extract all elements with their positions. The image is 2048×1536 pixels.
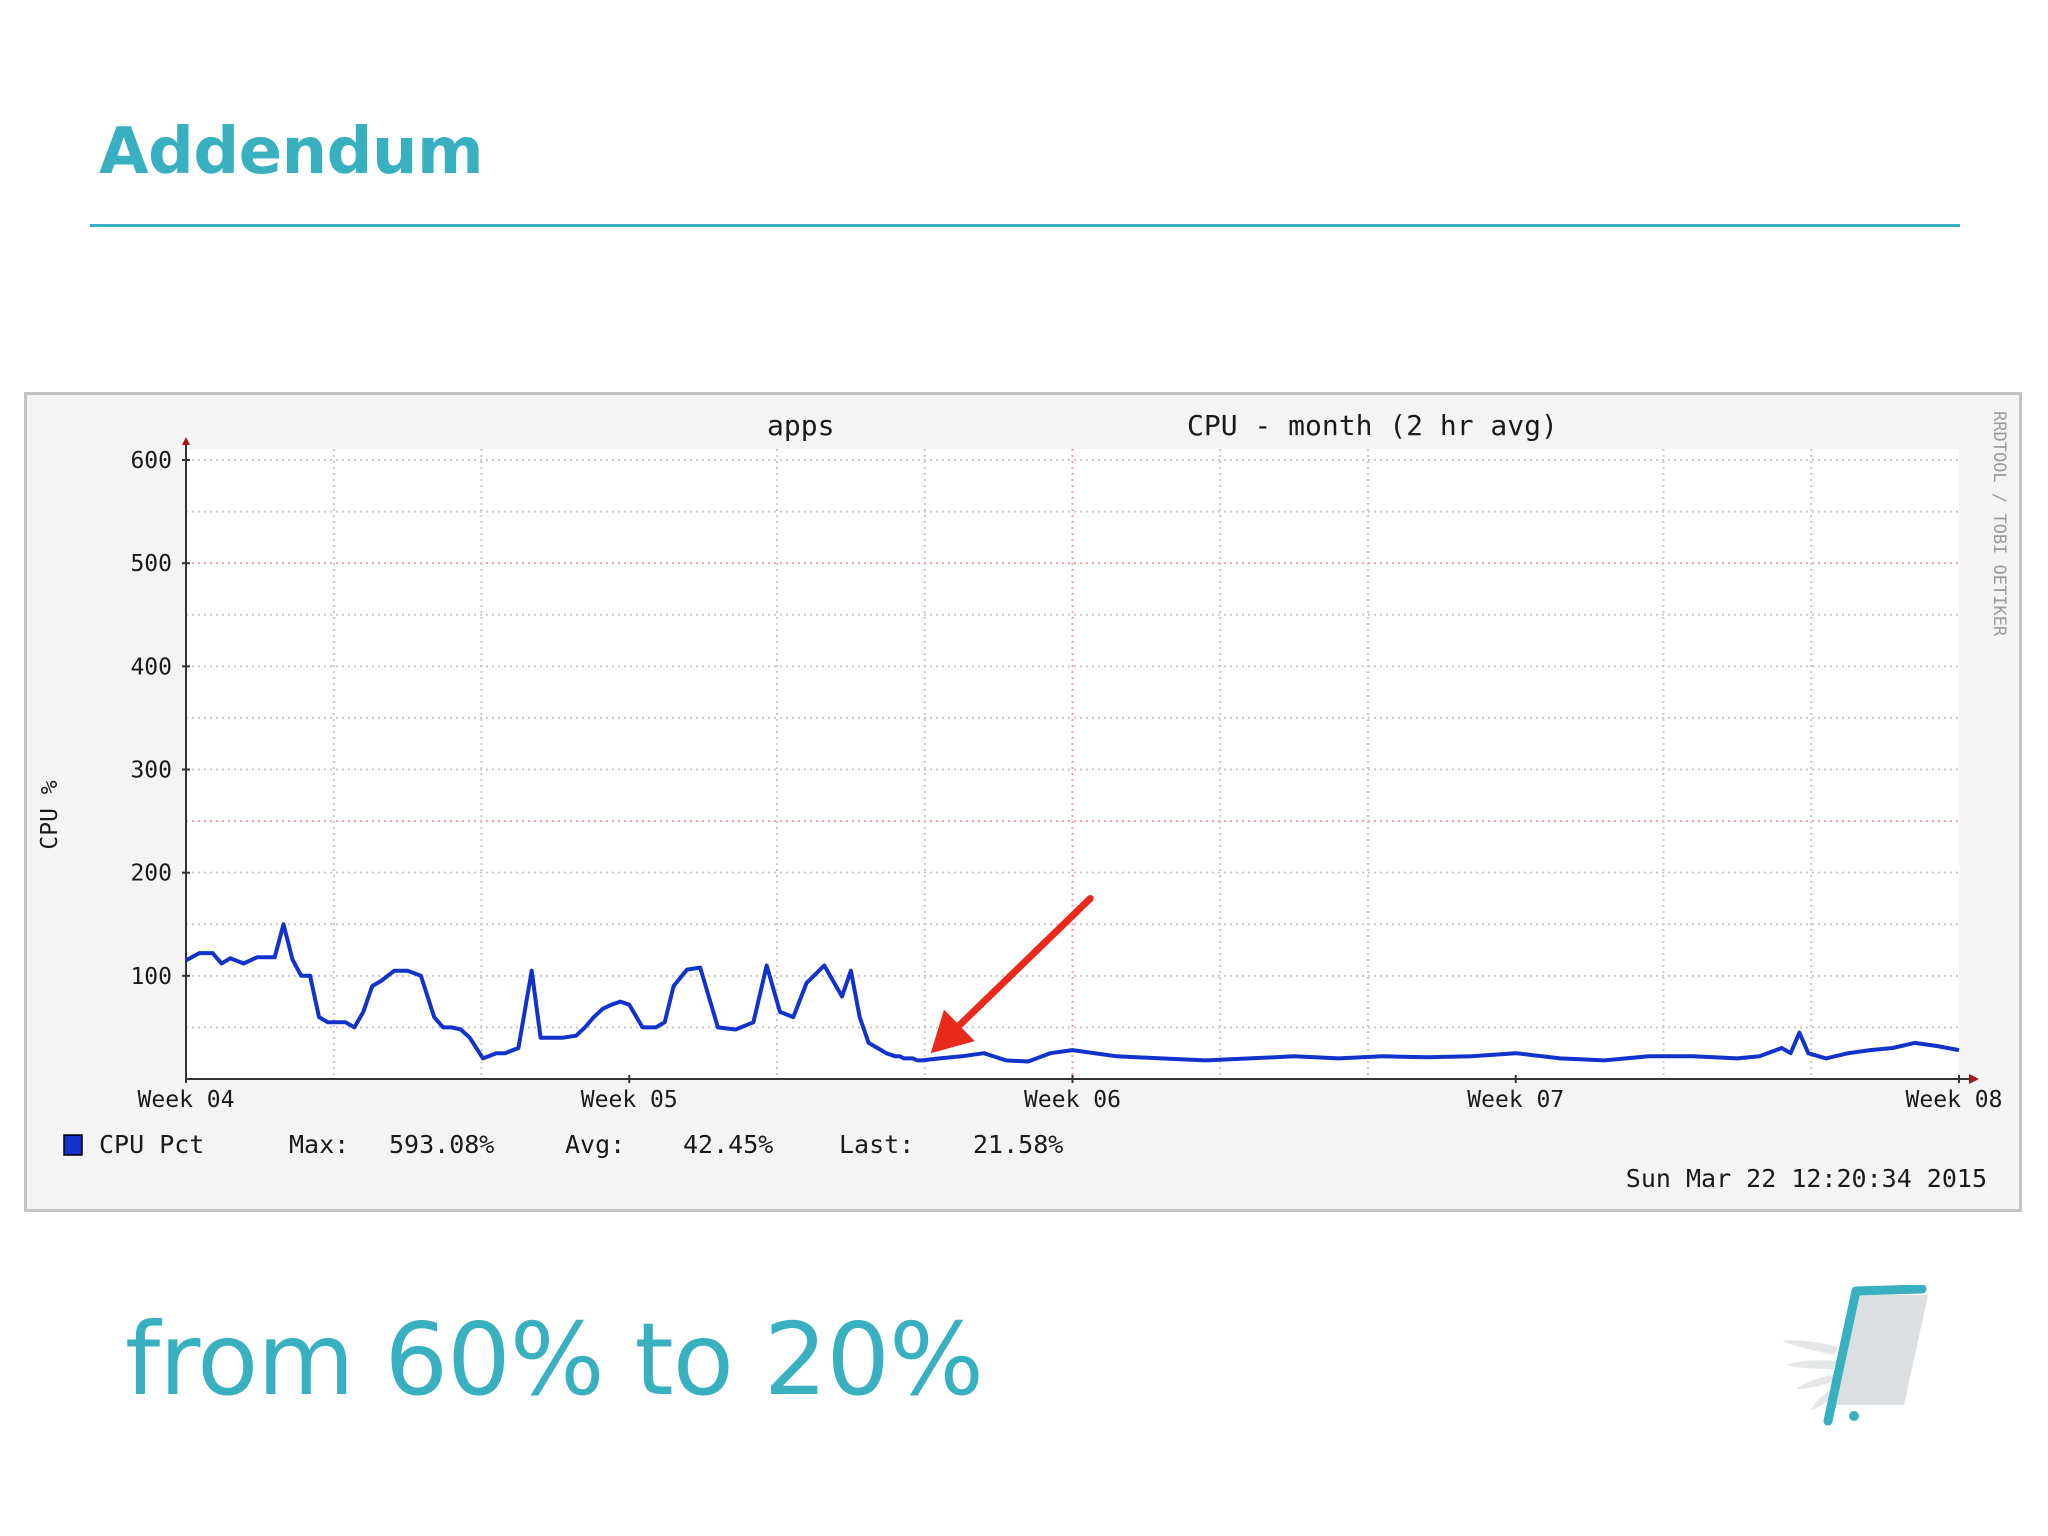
y-tick-label: 400 <box>130 654 172 680</box>
annotation-arrow-shaft <box>955 894 1094 1029</box>
rrdtool-credit: RRDTOOL / TOBI OETIKER <box>1989 411 2009 637</box>
graph-timestamp: Sun Mar 22 12:20:34 2015 <box>1626 1164 1987 1193</box>
legend-swatch <box>63 1134 83 1156</box>
annotation-layer <box>930 894 1094 1054</box>
y-tick-label: 200 <box>130 861 172 887</box>
x-tick-label: Week 05 <box>581 1087 678 1113</box>
y-tick-label: 100 <box>130 964 172 990</box>
series-layer <box>185 922 1960 1064</box>
cpu-usage-chart: 100 200 300 400 500 600 Week 04 Week 05 Week 06 W… <box>37 409 2009 1193</box>
y-tick-label: 600 <box>130 448 172 474</box>
y-axis-arrowhead <box>182 437 190 445</box>
series-line-cpu-pct <box>185 922 1960 1064</box>
legend-max-label: Max: <box>289 1130 349 1159</box>
rrd-graph-panel: 100 200 300 400 500 600 Week 04 Week 05 Week 06 W… <box>24 392 2022 1212</box>
title-divider <box>90 224 1960 227</box>
y-tick-label: 300 <box>130 758 172 784</box>
x-tick-label: Week 07 <box>1467 1087 1564 1113</box>
plot-area <box>186 449 1959 1079</box>
logo-wing <box>1782 1340 1838 1411</box>
x-tick-label: Week 08 <box>1906 1087 2003 1113</box>
legend-last-label: Last: <box>839 1130 914 1159</box>
x-tick-label: Week 04 <box>138 1087 235 1113</box>
legend-avg-value: 42.45% <box>683 1130 773 1159</box>
x-tick-label: Week 06 <box>1024 1087 1121 1113</box>
legend-avg-label: Avg: <box>565 1130 625 1159</box>
slide-subtitle: from 60% to 20% <box>125 1301 984 1418</box>
chart-title-host: apps <box>767 409 834 442</box>
legend-last-value: 21.58% <box>973 1130 1063 1159</box>
logo-phone-dot <box>1849 1411 1859 1421</box>
annotation-arrow-head <box>930 1009 975 1054</box>
legend-series-label: CPU Pct <box>99 1130 204 1159</box>
chart-title-metric: CPU - month (2 hr avg) <box>1187 409 1558 442</box>
y-axis-label: CPU % <box>37 780 63 849</box>
y-tick-label: 500 <box>130 551 172 577</box>
legend-max-value: 593.08% <box>389 1130 494 1159</box>
x-axis-arrowhead <box>1969 1074 1979 1084</box>
slide-title: Addendum <box>99 115 484 189</box>
axes: 100 200 300 400 500 600 Week 04 Week 05 Week 06 W… <box>130 437 2002 1113</box>
grid <box>186 449 1959 1079</box>
logo-phone-body <box>1836 1295 1928 1405</box>
logo-phone-outline <box>1823 1285 1927 1426</box>
winged-phone-logo-icon <box>1782 1285 1928 1426</box>
